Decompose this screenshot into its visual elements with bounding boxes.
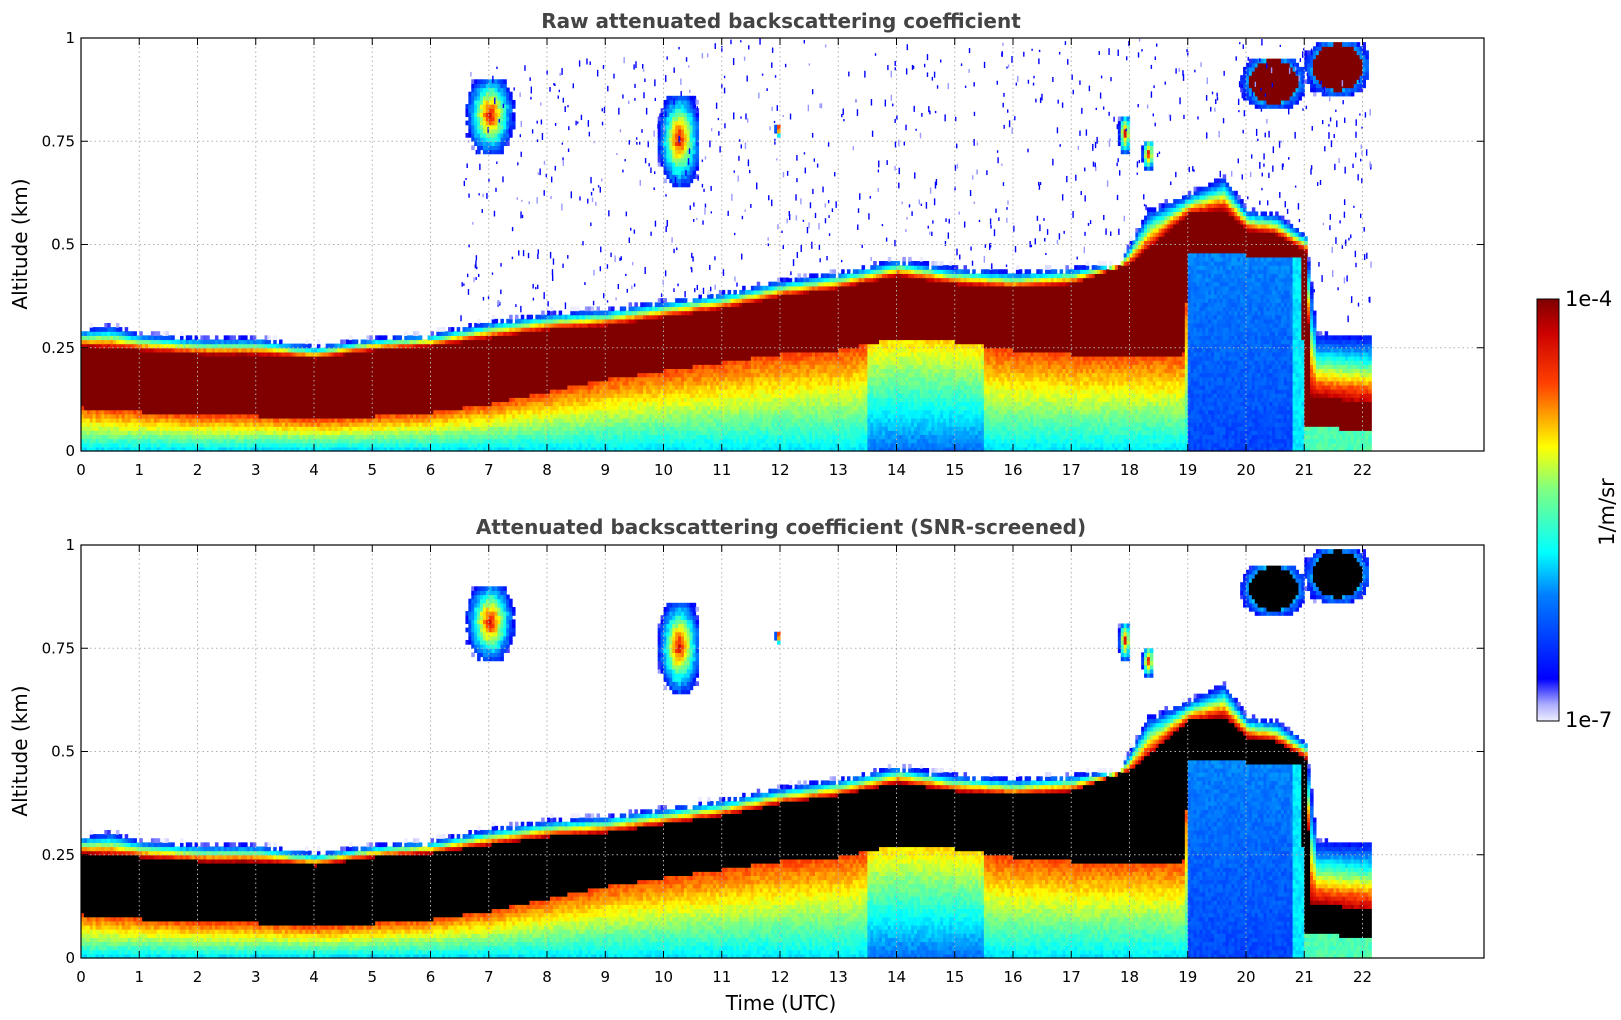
heatmap-cell xyxy=(180,335,184,340)
heatmap-cell xyxy=(90,323,94,328)
heatmap-cell xyxy=(180,331,184,336)
panel-title-raw: Raw attenuated backscattering coefficien… xyxy=(541,9,1021,33)
heatmap-cell xyxy=(189,335,193,340)
heatmap-cell xyxy=(215,335,219,340)
heatmap-cell xyxy=(157,331,161,336)
heatmap-cell xyxy=(125,327,129,332)
heatmap-cell xyxy=(171,335,175,340)
panel-raw: Raw attenuated backscattering coefficien… xyxy=(8,9,1484,479)
heatmap-cell xyxy=(206,335,210,340)
heatmap-cell xyxy=(139,331,143,336)
heatmap-cell xyxy=(116,323,120,328)
heatmap-cell xyxy=(119,327,123,332)
heatmap-cell xyxy=(107,323,111,328)
heatmap-cell xyxy=(133,331,137,336)
heatmap-cell xyxy=(165,331,169,336)
